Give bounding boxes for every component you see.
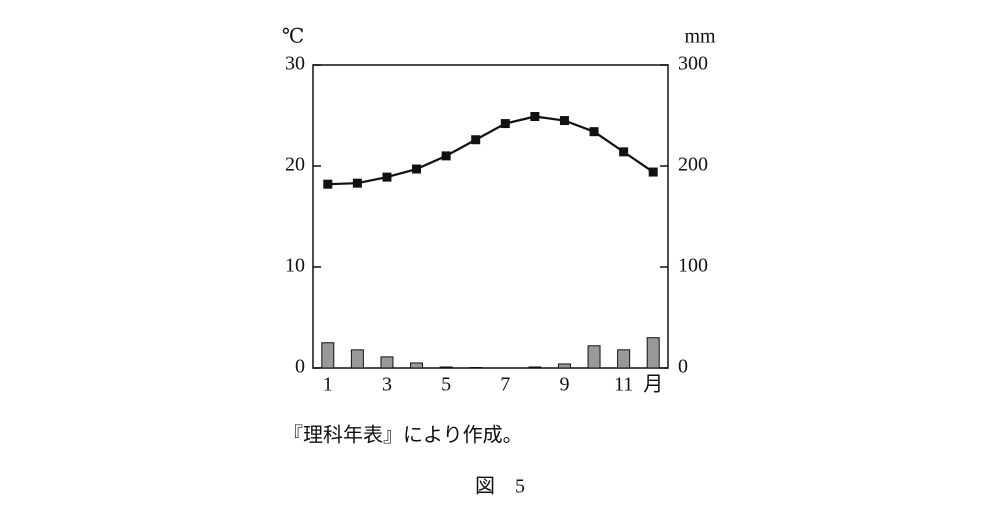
precip-bar [350, 349, 364, 369]
y-tick-label: 30 [285, 53, 305, 75]
temp-point [559, 116, 569, 126]
temp-point [323, 179, 333, 189]
temp-point [441, 151, 451, 161]
temp-point [530, 112, 540, 122]
x-tick-label: 月 [643, 374, 663, 396]
precip-bar [439, 366, 453, 369]
y2-tick-label: 100 [678, 255, 708, 277]
source-note: 『理科年表』により作成。 [283, 424, 523, 447]
plot-frame [312, 64, 669, 369]
precip-bar [528, 366, 542, 369]
precip-bar [469, 366, 483, 369]
y2-tick-label: 300 [678, 53, 708, 75]
precip-bar [380, 356, 394, 369]
temp-point [589, 127, 599, 137]
precip-bar [321, 342, 335, 369]
temp-point [382, 172, 392, 182]
precip-bar [557, 363, 571, 369]
y2-axis-unit: mm [684, 26, 716, 48]
temp-point [500, 119, 510, 129]
x-tick-label: 11 [614, 374, 633, 396]
y-tick-label: 0 [295, 356, 305, 378]
temp-point [648, 167, 658, 177]
temp-point [619, 147, 629, 157]
y-tick-label: 10 [285, 255, 305, 277]
y2-tick-label: 200 [678, 154, 708, 176]
x-tick-label: 5 [441, 374, 451, 396]
x-tick-label: 7 [500, 374, 510, 396]
x-tick-label: 9 [559, 374, 569, 396]
precip-bar [646, 337, 660, 369]
temp-point [412, 164, 422, 174]
figure-caption: 図 5 [475, 476, 525, 498]
precip-bar [587, 345, 601, 369]
x-tick-label: 3 [382, 374, 392, 396]
temp-point [352, 178, 362, 188]
temp-point [471, 135, 481, 145]
y2-tick-label: 0 [678, 356, 688, 378]
y-tick-label: 20 [285, 154, 305, 176]
precip-bar [617, 349, 631, 369]
temp-line [327, 115, 654, 186]
precip-bar [410, 362, 424, 369]
y-axis-unit: ℃ [282, 26, 304, 48]
x-tick-label: 1 [323, 374, 333, 396]
